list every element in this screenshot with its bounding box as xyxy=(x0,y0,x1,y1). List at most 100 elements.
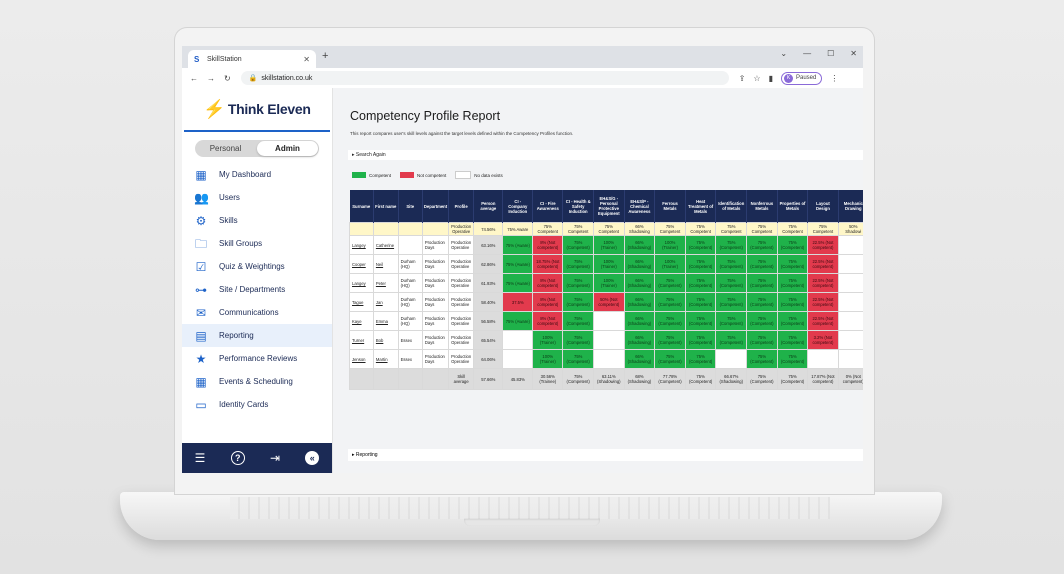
skill-cell[interactable] xyxy=(837,254,863,274)
skill-cell[interactable]: 100% (Trainer) xyxy=(592,254,625,274)
column-header[interactable]: Site xyxy=(398,190,423,223)
skill-cell[interactable]: 100% (Trainer) xyxy=(592,235,625,255)
sidebar-item-my-dashboard[interactable]: ▦ My Dashboard xyxy=(182,163,332,186)
skill-cell[interactable] xyxy=(715,349,748,369)
skill-cell[interactable]: 75% (Competent) xyxy=(562,330,594,350)
skill-cell[interactable]: 66% (Shadowing) xyxy=(623,349,656,369)
logo[interactable]: ⚡ Think Eleven xyxy=(184,88,330,132)
share-icon[interactable]: ⇪ xyxy=(738,73,746,83)
skill-cell[interactable]: 8% (Not competent) xyxy=(532,292,564,312)
skill-cell[interactable]: 75% (Competent) xyxy=(654,311,686,331)
skill-cell[interactable]: 75% (Competent) xyxy=(715,292,748,312)
skill-cell[interactable]: 75% (Competent) xyxy=(746,235,778,255)
skill-cell[interactable] xyxy=(807,349,839,369)
skill-cell[interactable]: 8% (Not competent) xyxy=(532,273,564,293)
sidebar-item-communications[interactable]: ✉ Communications xyxy=(182,301,332,324)
sidebar-item-reporting[interactable]: ▤ Reporting xyxy=(182,324,332,347)
sidebar-item-performance-reviews[interactable]: ★ Performance Reviews xyxy=(182,347,332,370)
cell-surname[interactable]: Langey xyxy=(349,235,374,255)
skill-cell[interactable]: 75% (Competent) xyxy=(746,254,778,274)
logout-icon[interactable]: ⇥ xyxy=(269,451,281,465)
skill-cell[interactable]: 75% (Competent) xyxy=(746,273,778,293)
cell-surname[interactable]: Jenson xyxy=(349,349,374,369)
skill-cell[interactable]: 75% (Aware) xyxy=(502,311,534,331)
skill-cell[interactable]: 75% (Competent) xyxy=(746,330,778,350)
skill-cell[interactable]: 75% (Competent) xyxy=(746,311,778,331)
sidebar-item-skills[interactable]: ⚙ Skills xyxy=(182,209,332,232)
collapse-icon[interactable]: « xyxy=(305,451,320,465)
sidebar-item-events-scheduling[interactable]: ▦ Events & Scheduling xyxy=(182,370,332,393)
skill-cell[interactable]: 75% (Competent) xyxy=(654,292,686,312)
skill-cell[interactable]: 75% (Competent) xyxy=(776,311,809,331)
star-icon[interactable]: ☆ xyxy=(753,73,761,83)
skill-cell[interactable] xyxy=(837,349,863,369)
skill-cell[interactable]: 75% (Competent) xyxy=(715,254,748,274)
skill-cell[interactable]: 75% (Competent) xyxy=(684,235,717,255)
skill-cell[interactable]: 75% (Competent) xyxy=(746,349,778,369)
skill-cell[interactable]: 75% (Competent) xyxy=(684,311,717,331)
close-tab-icon[interactable]: ✕ xyxy=(303,54,310,64)
skill-cell[interactable] xyxy=(592,330,625,350)
skill-cell[interactable]: 75% (Competent) xyxy=(715,330,748,350)
skill-cell[interactable]: 75% (Competent) xyxy=(715,311,748,331)
sidebar-item-users[interactable]: 👥 Users xyxy=(182,186,332,209)
reload-icon[interactable]: ↻ xyxy=(224,73,231,83)
back-icon[interactable]: ← xyxy=(190,73,198,83)
help-icon[interactable]: ? xyxy=(230,451,245,465)
skill-cell[interactable]: 22.5% (Not competent) xyxy=(807,292,839,312)
maximize-icon[interactable]: ☐ xyxy=(827,49,835,58)
cell-first[interactable]: Peter xyxy=(372,273,399,293)
sidebar-item-site-departments[interactable]: ⊶ Site / Departments xyxy=(182,278,332,301)
cell-first[interactable]: Jan xyxy=(372,292,399,312)
skill-cell[interactable]: 75% (Competent) xyxy=(562,292,594,312)
skill-cell[interactable]: 75% (Competent) xyxy=(562,349,594,369)
profile-button[interactable]: K Paused xyxy=(780,71,823,85)
skill-cell[interactable] xyxy=(592,311,625,331)
cell-first[interactable]: Bob xyxy=(372,330,399,350)
skill-cell[interactable]: 75% (Competent) xyxy=(684,273,717,293)
sidebar-item-identity-cards[interactable]: ▭ Identity Cards xyxy=(182,393,332,416)
skill-cell[interactable]: 75% (Aware) xyxy=(502,235,534,255)
skill-cell[interactable]: 66% (Shadowing) xyxy=(623,235,656,255)
skill-cell[interactable]: 3.2% (Not competent) xyxy=(807,330,839,350)
menu-kebab-icon[interactable]: ⋮ xyxy=(830,73,839,83)
skill-cell[interactable]: 75% (Competent) xyxy=(684,349,717,369)
column-header[interactable]: Properties of Metals xyxy=(777,190,809,223)
skill-cell[interactable]: 75% (Competent) xyxy=(684,330,717,350)
skill-cell[interactable]: 66% (Shadowing) xyxy=(623,292,656,312)
skill-cell[interactable]: 100% (Trainer) xyxy=(532,349,564,369)
skill-cell[interactable]: 75% (Competent) xyxy=(562,273,594,293)
skill-cell[interactable]: 75% (Competent) xyxy=(776,273,809,293)
skill-cell[interactable] xyxy=(837,235,863,255)
skill-cell[interactable]: 75% (Competent) xyxy=(562,254,594,274)
cell-surname[interactable]: Kaye xyxy=(349,311,374,331)
skill-cell[interactable]: 75% (Aware) xyxy=(502,273,534,293)
sidebar-item-skill-groups[interactable]: 🗀 Skill Groups xyxy=(182,232,332,255)
skill-cell[interactable] xyxy=(837,311,863,331)
column-header[interactable]: Layout Design xyxy=(807,190,839,223)
skill-cell[interactable]: 8% (Not competent) xyxy=(532,235,564,255)
sidepanel-icon[interactable]: ▮ xyxy=(768,73,773,83)
skill-cell[interactable]: 75% (Competent) xyxy=(562,311,594,331)
skill-cell[interactable]: 75% (Competent) xyxy=(562,235,594,255)
column-header[interactable]: Nonferrous Metals xyxy=(746,190,778,223)
column-header[interactable]: Mechanic Drawing xyxy=(838,190,863,223)
skill-cell[interactable]: 75% (Competent) xyxy=(776,292,809,312)
skill-cell[interactable]: 37.5% xyxy=(502,292,534,312)
skill-cell[interactable]: 100% (Trainer) xyxy=(532,330,564,350)
toggle-admin[interactable]: Admin xyxy=(257,141,318,156)
skill-cell[interactable]: 75% (Competent) xyxy=(654,330,686,350)
settings-sliders-icon[interactable]: ☰ xyxy=(194,451,206,465)
skill-cell[interactable]: 18.75% (Not competent) xyxy=(532,254,564,274)
cell-surname[interactable]: Turner xyxy=(349,330,374,350)
skill-cell[interactable]: 66% (Shadowing) xyxy=(623,273,656,293)
skill-cell[interactable] xyxy=(837,273,863,293)
skill-cell[interactable]: 22.5% (Not competent) xyxy=(807,311,839,331)
chevron-down-icon[interactable]: ⌄ xyxy=(780,49,788,58)
url-input[interactable]: 🔒 skillstation.co.uk xyxy=(240,71,729,85)
column-header[interactable]: Department xyxy=(422,190,450,223)
skill-cell[interactable]: 75% (Competent) xyxy=(715,273,748,293)
column-header[interactable]: Heat Treatment of Metals xyxy=(685,190,717,223)
skill-cell[interactable]: 66% (Shadowing) xyxy=(623,311,656,331)
skill-cell[interactable]: 22.5% (Not competent) xyxy=(807,235,839,255)
